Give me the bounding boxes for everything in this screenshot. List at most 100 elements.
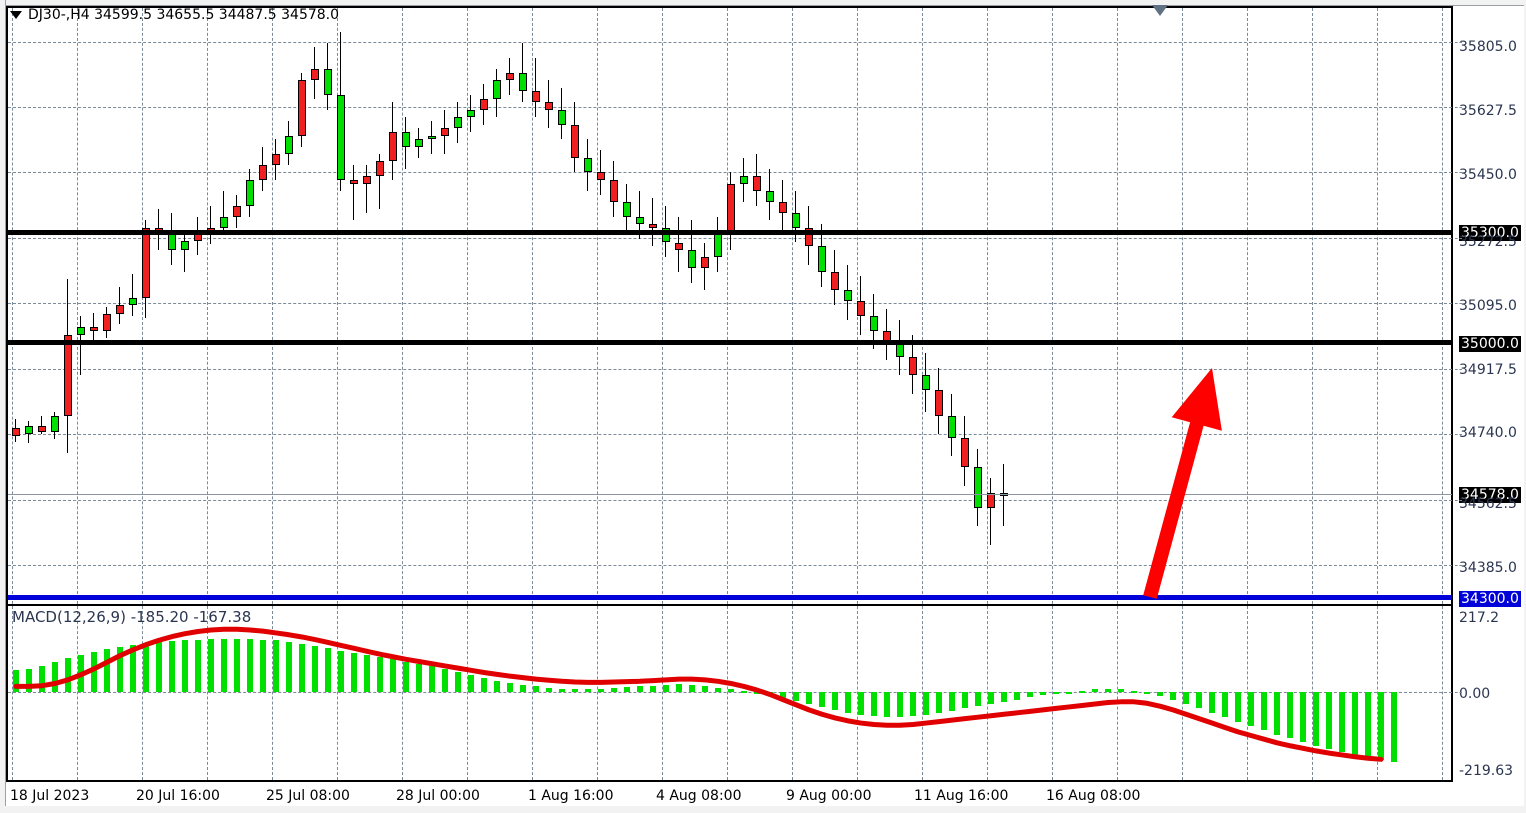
candlestick[interactable] [168, 8, 176, 604]
candlestick[interactable] [493, 8, 501, 604]
candlestick[interactable] [12, 8, 20, 604]
candlestick[interactable] [441, 8, 449, 604]
candlestick[interactable] [259, 8, 267, 604]
macd-pane[interactable]: MACD(12,26,9) -185.20 -167.38 [8, 606, 1452, 780]
candlestick[interactable] [25, 8, 33, 604]
time-axis-label: 1 Aug 16:00 [528, 788, 614, 804]
candlestick[interactable] [961, 8, 969, 604]
candlestick[interactable] [246, 8, 254, 604]
candlestick[interactable] [103, 8, 111, 604]
level-line-target-34300[interactable] [8, 595, 1452, 600]
candlestick[interactable] [922, 8, 930, 604]
dropdown-triangle-icon[interactable] [10, 11, 22, 19]
candlestick[interactable] [51, 8, 59, 604]
candlestick[interactable] [571, 8, 579, 604]
candlestick[interactable] [935, 8, 943, 604]
candlestick[interactable] [298, 8, 306, 604]
candlestick[interactable] [831, 8, 839, 604]
candlestick[interactable] [688, 8, 696, 604]
candlestick[interactable] [272, 8, 280, 604]
candlestick[interactable] [285, 8, 293, 604]
candle-body [857, 301, 865, 317]
candlestick[interactable] [454, 8, 462, 604]
candlestick[interactable] [467, 8, 475, 604]
candle-body [987, 493, 995, 508]
candlestick[interactable] [909, 8, 917, 604]
candlestick[interactable] [987, 8, 995, 604]
candlestick[interactable] [506, 8, 514, 604]
candlestick[interactable] [779, 8, 787, 604]
candlestick[interactable] [129, 8, 137, 604]
level-line-support-35000[interactable] [8, 340, 1452, 345]
vertical-gridline [1312, 8, 1313, 604]
macd-histogram-bar [1391, 691, 1397, 762]
candlestick[interactable] [350, 8, 358, 604]
candlestick[interactable] [714, 8, 722, 604]
macd-histogram-bar [572, 689, 578, 692]
vertical-gridline [207, 606, 208, 780]
candlestick[interactable] [376, 8, 384, 604]
candlestick[interactable] [90, 8, 98, 604]
candlestick[interactable] [597, 8, 605, 604]
level-line-current-price-34578[interactable] [8, 494, 1452, 495]
candlestick[interactable] [363, 8, 371, 604]
candlestick[interactable] [324, 8, 332, 604]
price-axis[interactable]: 35805.0 35627.5 35450.0 35300.0 35272.5 35095… [1455, 0, 1526, 813]
candlestick[interactable] [233, 8, 241, 604]
candlestick[interactable] [883, 8, 891, 604]
candlestick[interactable] [38, 8, 46, 604]
candle-body [506, 72, 514, 81]
candle-body [766, 190, 774, 202]
candlestick[interactable] [415, 8, 423, 604]
candlestick[interactable] [662, 8, 670, 604]
candlestick[interactable] [948, 8, 956, 604]
candlestick[interactable] [870, 8, 878, 604]
candlestick[interactable] [623, 8, 631, 604]
candlestick[interactable] [311, 8, 319, 604]
candlestick[interactable] [181, 8, 189, 604]
candlestick[interactable] [727, 8, 735, 604]
candlestick[interactable] [792, 8, 800, 604]
candlestick[interactable] [740, 8, 748, 604]
candlestick[interactable] [545, 8, 553, 604]
candlestick[interactable] [116, 8, 124, 604]
candlestick[interactable] [1000, 8, 1008, 604]
candlestick[interactable] [194, 8, 202, 604]
candlestick[interactable] [753, 8, 761, 604]
candlestick[interactable] [155, 8, 163, 604]
macd-histogram-bar [624, 687, 630, 692]
candlestick[interactable] [519, 8, 527, 604]
macd-histogram-bar [1027, 691, 1033, 698]
candlestick[interactable] [428, 8, 436, 604]
candlestick[interactable] [77, 8, 85, 604]
candlestick[interactable] [220, 8, 228, 604]
candlestick[interactable] [389, 8, 397, 604]
candlestick[interactable] [558, 8, 566, 604]
candlestick[interactable] [584, 8, 592, 604]
candlestick[interactable] [818, 8, 826, 604]
candlestick[interactable] [974, 8, 982, 604]
candlestick[interactable] [701, 8, 709, 604]
candlestick[interactable] [142, 8, 150, 604]
candlestick[interactable] [844, 8, 852, 604]
candlestick[interactable] [636, 8, 644, 604]
candlestick[interactable] [675, 8, 683, 604]
candlestick[interactable] [337, 8, 345, 604]
candlestick[interactable] [402, 8, 410, 604]
level-line-resistance-35300[interactable] [8, 230, 1452, 235]
macd-histogram-bar [247, 639, 253, 692]
candlestick[interactable] [805, 8, 813, 604]
candlestick[interactable] [896, 8, 904, 604]
price-pane[interactable] [8, 8, 1452, 604]
candlestick[interactable] [610, 8, 618, 604]
candlestick[interactable] [64, 8, 72, 604]
candlestick[interactable] [480, 8, 488, 604]
candlestick[interactable] [532, 8, 540, 604]
macd-histogram-bar [1196, 691, 1202, 709]
candlestick[interactable] [649, 8, 657, 604]
candlestick[interactable] [207, 8, 215, 604]
candlestick[interactable] [857, 8, 865, 604]
macd-histogram-bar [962, 691, 968, 709]
candlestick[interactable] [766, 8, 774, 604]
macd-histogram-bar [949, 691, 955, 711]
